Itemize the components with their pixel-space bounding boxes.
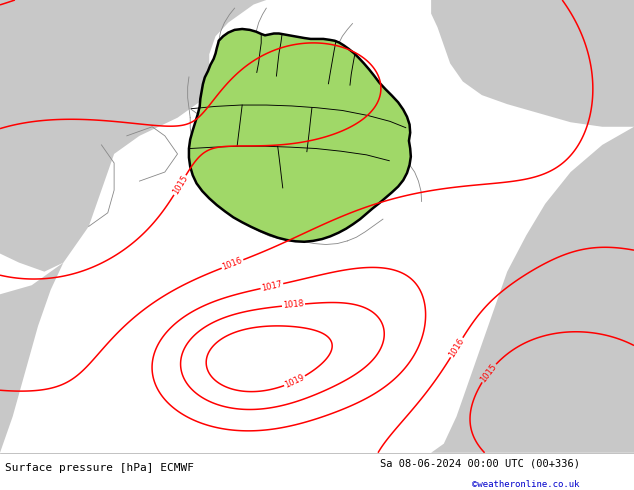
Text: 1016: 1016 [221, 256, 244, 272]
Text: 1015: 1015 [171, 174, 190, 196]
Text: 1016: 1016 [448, 336, 466, 359]
Polygon shape [189, 29, 411, 242]
Polygon shape [393, 127, 634, 453]
Polygon shape [431, 0, 634, 127]
Text: 1015: 1015 [479, 362, 498, 384]
Polygon shape [0, 0, 266, 271]
Text: Sa 08-06-2024 00:00 UTC (00+336): Sa 08-06-2024 00:00 UTC (00+336) [380, 458, 580, 468]
Text: ©weatheronline.co.uk: ©weatheronline.co.uk [472, 480, 580, 489]
Text: Surface pressure [hPa] ECMWF: Surface pressure [hPa] ECMWF [5, 464, 194, 473]
Text: 1017: 1017 [261, 279, 283, 293]
Text: 1019: 1019 [283, 373, 306, 390]
Polygon shape [0, 263, 63, 453]
Text: 1018: 1018 [283, 299, 304, 311]
